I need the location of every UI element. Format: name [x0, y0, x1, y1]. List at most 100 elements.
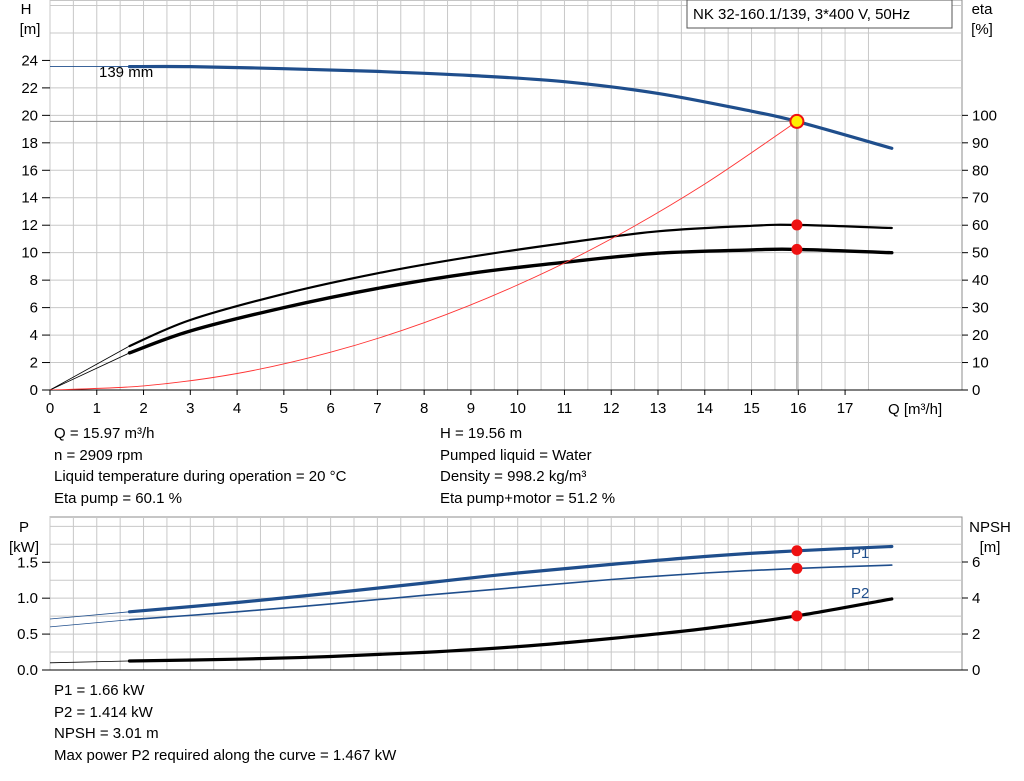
chart-title: NK 32-160.1/139, 3*400 V, 50Hz [693, 6, 910, 23]
head-tick-label: 2 [30, 355, 38, 372]
curve-extension-npsh [50, 660, 130, 664]
x-tick-label: 7 [373, 400, 381, 417]
top-curves [50, 64, 894, 390]
head-tick-label: 12 [21, 217, 38, 234]
power-tick-label: 0.5 [17, 626, 38, 643]
operating-point-marker [791, 610, 803, 622]
curve-head [127, 64, 894, 150]
eta-tick-label: 50 [972, 245, 989, 262]
eta-tick-label: 0 [972, 382, 980, 399]
duty-info-right: H = 19.56 m Pumped liquid = Water Densit… [440, 423, 615, 509]
info-eta-pump-motor: Eta pump+motor = 51.2 % [440, 489, 616, 507]
top-chart: 0 1 2 3 4 5 6 7 8 9 10 11 12 13 14 15 16 17 0246810121416… [20, 0, 997, 418]
top-plot-area [49, 0, 963, 391]
info-npsh: NPSH = 3.01 m [54, 725, 159, 742]
curve-p2 [128, 564, 893, 621]
eta-total-marker [791, 243, 803, 255]
curve-eta_total [127, 247, 894, 355]
p2-series-label: P2 [851, 585, 869, 602]
curve-extension-p1 [50, 611, 130, 620]
eta-axis-symbol: eta [972, 1, 994, 18]
info-eta-pump: Eta pump = 60.1 % [54, 489, 182, 507]
npsh-tick-label: 2 [972, 626, 980, 643]
power-tick-label: 1.0 [17, 590, 38, 607]
head-tick-label: 8 [30, 272, 38, 289]
head-tick-label: 4 [30, 327, 38, 344]
eta-tick-label: 90 [972, 135, 989, 152]
info-head: H = 19.56 m [440, 425, 523, 442]
x-tick-label: 14 [696, 400, 713, 417]
npsh-axis-symbol: NPSH [969, 519, 1011, 536]
curve-extension-eta_pump [50, 345, 130, 390]
x-tick-label: 11 [557, 400, 573, 417]
curve-extension-eta_total [50, 352, 130, 390]
operating-point-marker [791, 562, 803, 574]
curve-extension-p2 [50, 619, 130, 628]
eta-tick-label: 100 [972, 107, 997, 124]
head-tick-label: 24 [21, 52, 38, 69]
head-tick-label: 14 [21, 190, 38, 207]
curve-npsh [127, 597, 894, 663]
top-x-ticks: 0 1 2 3 4 5 6 7 8 9 10 11 12 13 14 15 16 17 [46, 390, 853, 417]
head-tick-label: 0 [30, 382, 38, 399]
eta-tick-label: 30 [972, 300, 989, 317]
x-tick-label: 15 [743, 400, 760, 417]
head-tick-label: 6 [30, 300, 38, 317]
eta-tick-label: 70 [972, 190, 989, 207]
head-tick-label: 10 [21, 245, 38, 262]
x-tick-label: 9 [467, 400, 475, 417]
head-tick-label: 16 [21, 162, 38, 179]
info-p1: P1 = 1.66 kW [54, 682, 145, 699]
x-tick-label: 4 [233, 400, 241, 417]
p1-series-label: P1 [851, 545, 869, 562]
bottom-curves [50, 544, 894, 664]
npsh-tick-label: 4 [972, 590, 980, 607]
x-tick-label: 0 [46, 400, 54, 417]
head-tick-label: 22 [21, 80, 38, 97]
info-density: Density = 998.2 kg/m³ [440, 468, 587, 485]
bottom-chart: 0.0 0.5 1.0 1.5 0 2 4 6 P [kW] NPSH [m] P1 P2 [9, 516, 1011, 679]
bottom-right-ticks: 0 2 4 6 [962, 554, 980, 679]
x-tick-label: 2 [139, 400, 147, 417]
bottom-markers [791, 545, 803, 622]
x-tick-label: 12 [603, 400, 620, 417]
flow-axis-label: Q [m³/h] [888, 401, 942, 418]
x-tick-label: 16 [790, 400, 807, 417]
info-max-power-p2: Max power P2 required along the curve = … [54, 746, 397, 764]
operating-point-marker [791, 545, 803, 557]
npsh-tick-label: 0 [972, 662, 980, 679]
impeller-diameter-label: 139 mm [99, 64, 153, 81]
x-tick-label: 5 [280, 400, 288, 417]
bottom-plot-area [49, 516, 963, 671]
title-box [686, 0, 953, 29]
x-tick-label: 13 [650, 400, 667, 417]
npsh-tick-label: 6 [972, 554, 980, 571]
x-tick-label: 10 [509, 400, 526, 417]
curve-system [50, 120, 798, 390]
info-flow: Q = 15.97 m³/h [54, 425, 155, 442]
curve-p1 [127, 544, 894, 614]
head-axis-symbol: H [21, 1, 32, 18]
eta-tick-label: 20 [972, 327, 989, 344]
x-tick-label: 1 [93, 400, 101, 417]
npsh-axis-unit: [m] [980, 539, 1001, 556]
x-tick-label: 6 [326, 400, 334, 417]
info-liquid-temperature: Liquid temperature during operation = 20… [54, 468, 347, 485]
eta-tick-label: 80 [972, 162, 989, 179]
x-tick-label: 3 [186, 400, 194, 417]
power-tick-label: 1.5 [17, 554, 38, 571]
eta-tick-label: 10 [972, 355, 989, 372]
duty-info-left: Q = 15.97 m³/h n = 2909 rpm Liquid tempe… [54, 423, 346, 509]
power-info: P1 = 1.66 kW P2 = 1.414 kW NPSH = 3.01 m… [54, 680, 396, 766]
head-tick-label: 18 [21, 135, 38, 152]
head-tick-label: 20 [21, 107, 38, 124]
info-pumped-liquid: Pumped liquid = Water [440, 446, 592, 464]
eta-axis-unit: [%] [971, 21, 993, 38]
info-p2: P2 = 1.414 kW [54, 703, 153, 721]
power-axis-unit: [kW] [9, 539, 39, 556]
power-axis-symbol: P [19, 519, 29, 536]
eta-tick-label: 40 [972, 272, 989, 289]
top-markers [50, 113, 805, 390]
